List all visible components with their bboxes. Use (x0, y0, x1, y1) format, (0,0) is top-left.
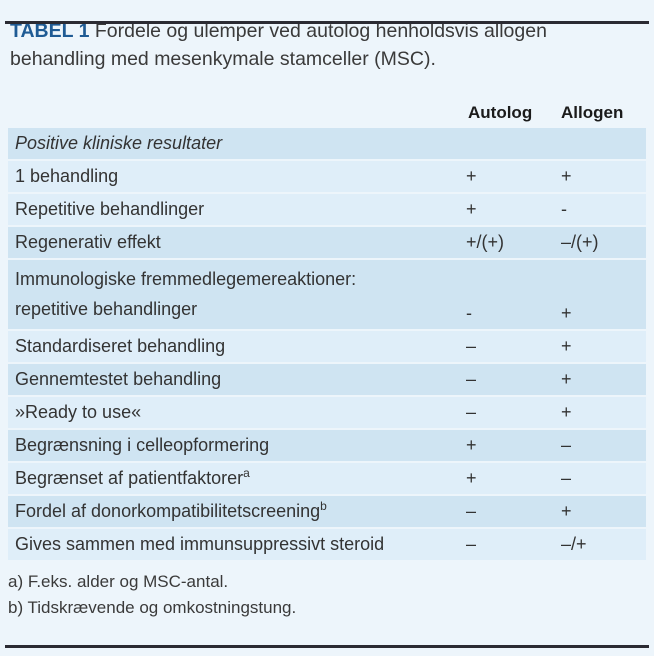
row-label: Begrænsning i celleopformering (15, 435, 270, 455)
row-label: Immunologiske fremmedlegemereaktioner: re… (15, 269, 357, 319)
table-row: »Ready to use« – + (8, 397, 646, 428)
row-label: Standardiseret behandling (15, 336, 226, 356)
row-label: Regenerativ effekt (15, 232, 161, 252)
footnote-b: b) Tidskrævende og omkostningstung. (8, 598, 297, 617)
column-header-allogen: Allogen (561, 103, 624, 122)
cell-autolog: – (466, 501, 477, 521)
table-row: Gennemtestet behandling – + (8, 364, 646, 395)
cell-allogen: + (561, 303, 572, 323)
table-row: Repetitive behandlinger + - (8, 194, 646, 225)
cell-allogen: – (561, 468, 572, 488)
table-row: Fordel af donorkompatibilitetscreeningb … (8, 496, 646, 527)
column-header-spacer (8, 103, 468, 123)
cell-autolog: + (466, 468, 477, 488)
table-caption: TABEL 1 Fordele og ulemper ved autolog h… (10, 17, 644, 73)
cell-allogen: –/(+) (561, 232, 599, 252)
column-header-row: Autolog Allogen (8, 103, 646, 123)
table-number: TABEL 1 (10, 20, 90, 42)
row-label: Begrænset af patientfaktorera (15, 466, 250, 488)
footnotes: a) F.eks. alder og MSC-antal. b) Tidskræ… (8, 569, 646, 621)
table-row: Standardiseret behandling – + (8, 331, 646, 362)
cell-allogen: + (561, 369, 572, 389)
row-label: Gennemtestet behandling (15, 369, 222, 389)
cell-allogen: + (561, 402, 572, 422)
column-header-autolog: Autolog (468, 103, 533, 122)
cell-allogen: + (561, 501, 572, 521)
footnote-a: a) F.eks. alder og MSC-antal. (8, 572, 229, 591)
table-row: Regenerativ effekt +/(+) –/(+) (8, 227, 646, 258)
row-label: 1 behandling (15, 166, 119, 186)
bottom-rule (5, 645, 649, 648)
cell-allogen: - (561, 199, 567, 219)
cell-autolog: – (466, 402, 477, 422)
cell-autolog: + (466, 199, 477, 219)
row-label: Fordel af donorkompatibilitetscreeningb (15, 499, 327, 521)
table-row: Positive kliniske resultater (8, 128, 646, 159)
cell-allogen: + (561, 166, 572, 186)
table-caption-text: Fordele og ulemper ved autolog henholdsv… (10, 20, 547, 70)
table-row: Begrænset af patientfaktorera + – (8, 463, 646, 494)
cell-autolog: + (466, 166, 477, 186)
cell-autolog: – (466, 336, 477, 356)
cell-allogen: – (561, 435, 572, 455)
cell-autolog: +/(+) (466, 232, 505, 252)
table-row: Gives sammen med immunsuppressivt steroi… (8, 529, 646, 560)
row-label: Repetitive behandlinger (15, 199, 205, 219)
top-rule (5, 21, 649, 24)
cell-autolog: + (466, 435, 477, 455)
table-row: Begrænsning i celleopformering + – (8, 430, 646, 461)
table-body: Positive kliniske resultater 1 behandlin… (8, 128, 646, 560)
cell-allogen: –/+ (561, 534, 587, 554)
row-label: »Ready to use« (15, 402, 142, 422)
cell-autolog: – (466, 369, 477, 389)
row-label: Gives sammen med immunsuppressivt steroi… (15, 534, 385, 554)
cell-allogen: + (561, 336, 572, 356)
cell-autolog: - (466, 303, 472, 323)
table-row: 1 behandling + + (8, 161, 646, 192)
cell-autolog: – (466, 534, 477, 554)
table-row: Immunologiske fremmedlegemereaktioner: re… (8, 260, 646, 329)
row-label: Positive kliniske resultater (15, 133, 223, 153)
